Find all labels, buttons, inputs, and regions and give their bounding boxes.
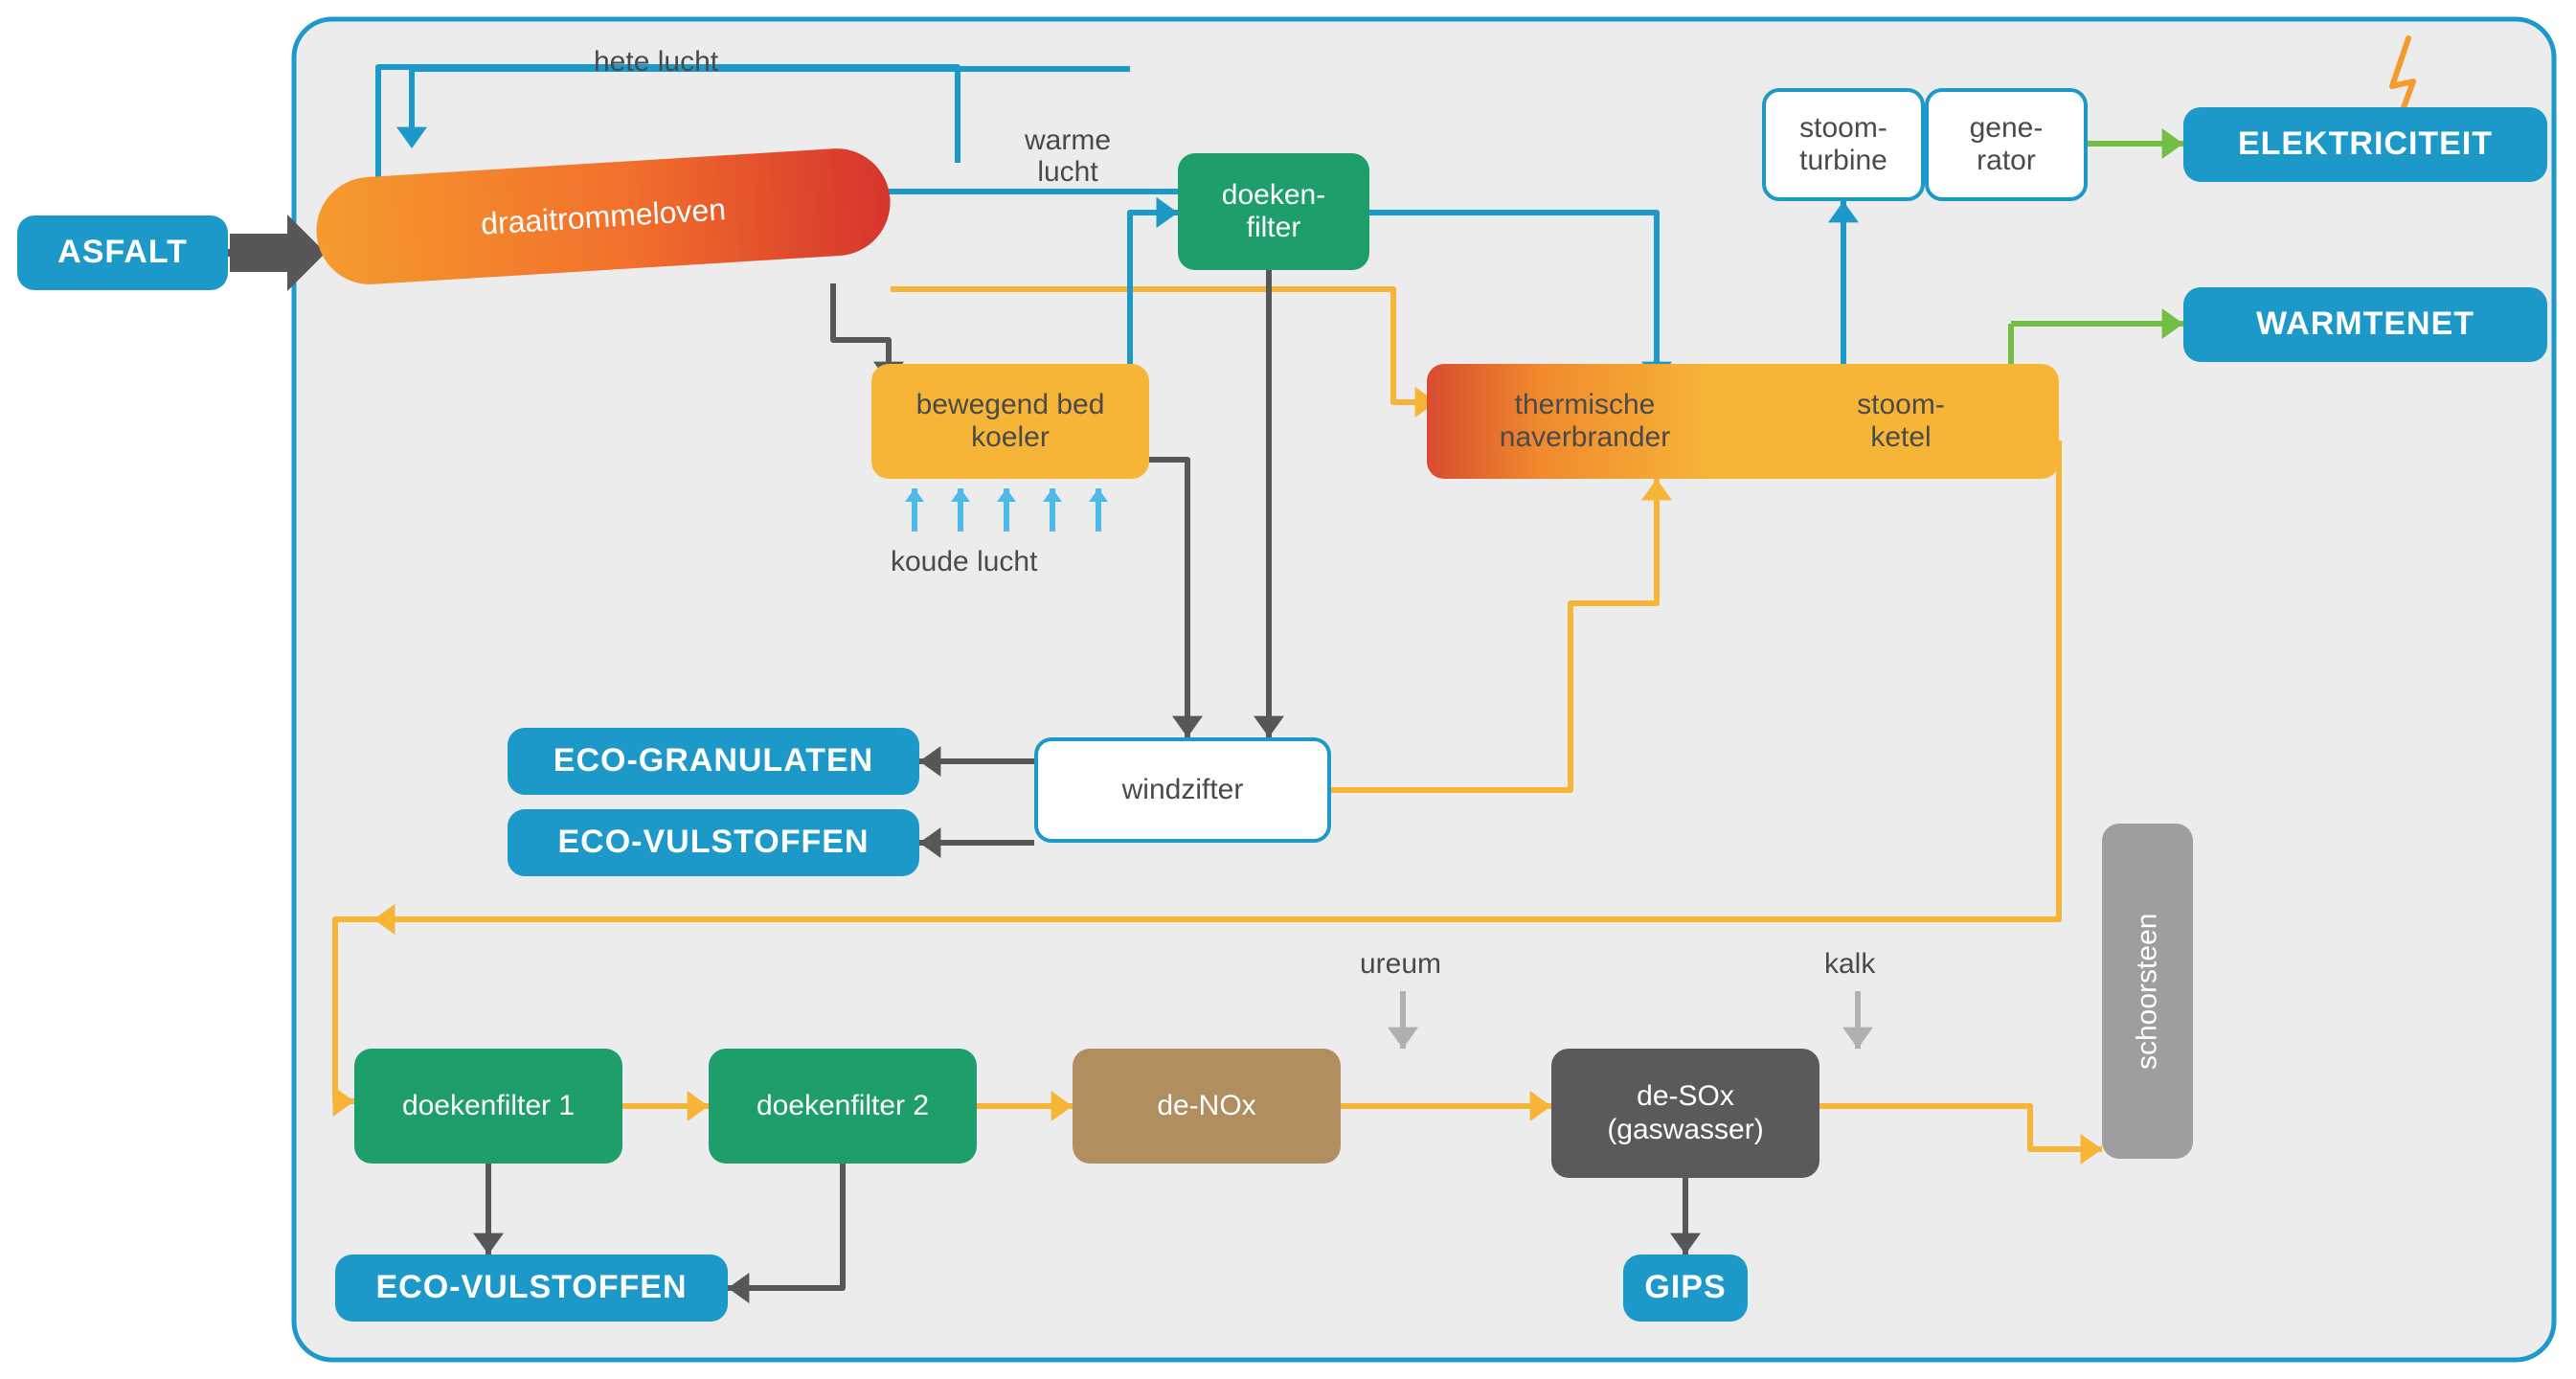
node-asfalt: ASFALT — [17, 215, 228, 290]
node-doekenfilter-2: doekenfilter 2 — [709, 1049, 977, 1164]
node-warmtenet: WARMTENET — [2183, 287, 2547, 362]
node-doekenfilter-1: doekenfilter 1 — [354, 1049, 622, 1164]
node-bewegend-bed-koeler: bewegend bed koeler — [871, 364, 1149, 479]
label-ureum: ureum — [1360, 948, 1441, 980]
node-elektriciteit: ELEKTRICITEIT — [2183, 107, 2547, 182]
node-schoorsteen: schoorsteen — [2102, 824, 2193, 1159]
node-eco-vulstoffen: ECO-VULSTOFFEN — [335, 1255, 728, 1322]
node-de-sox-gaswasser-: de-SOx (gaswasser) — [1551, 1049, 1819, 1178]
label-hete_lucht: hete lucht — [594, 46, 718, 78]
label-kalk: kalk — [1824, 948, 1875, 980]
label-warme_lucht: warme lucht — [1025, 124, 1111, 188]
node-gips: GIPS — [1623, 1255, 1748, 1322]
node-eco-granulaten: ECO-GRANULATEN — [508, 728, 919, 795]
node-doeken-filter: doeken- filter — [1178, 153, 1369, 270]
node-gene-rator: gene- rator — [1925, 88, 2088, 201]
node-thermal: thermische naverbranderstoom- ketel — [1427, 364, 2059, 479]
diagram-stage: ASFALTdraaitrommelovenbewegend bed koele… — [0, 0, 2576, 1379]
node-de-nox: de-NOx — [1073, 1049, 1341, 1164]
node-windzifter: windzifter — [1034, 737, 1331, 843]
node-stoom-turbine: stoom- turbine — [1762, 88, 1925, 201]
node-eco-vulstoffen: ECO-VULSTOFFEN — [508, 809, 919, 876]
label-koude_lucht: koude lucht — [891, 546, 1037, 577]
